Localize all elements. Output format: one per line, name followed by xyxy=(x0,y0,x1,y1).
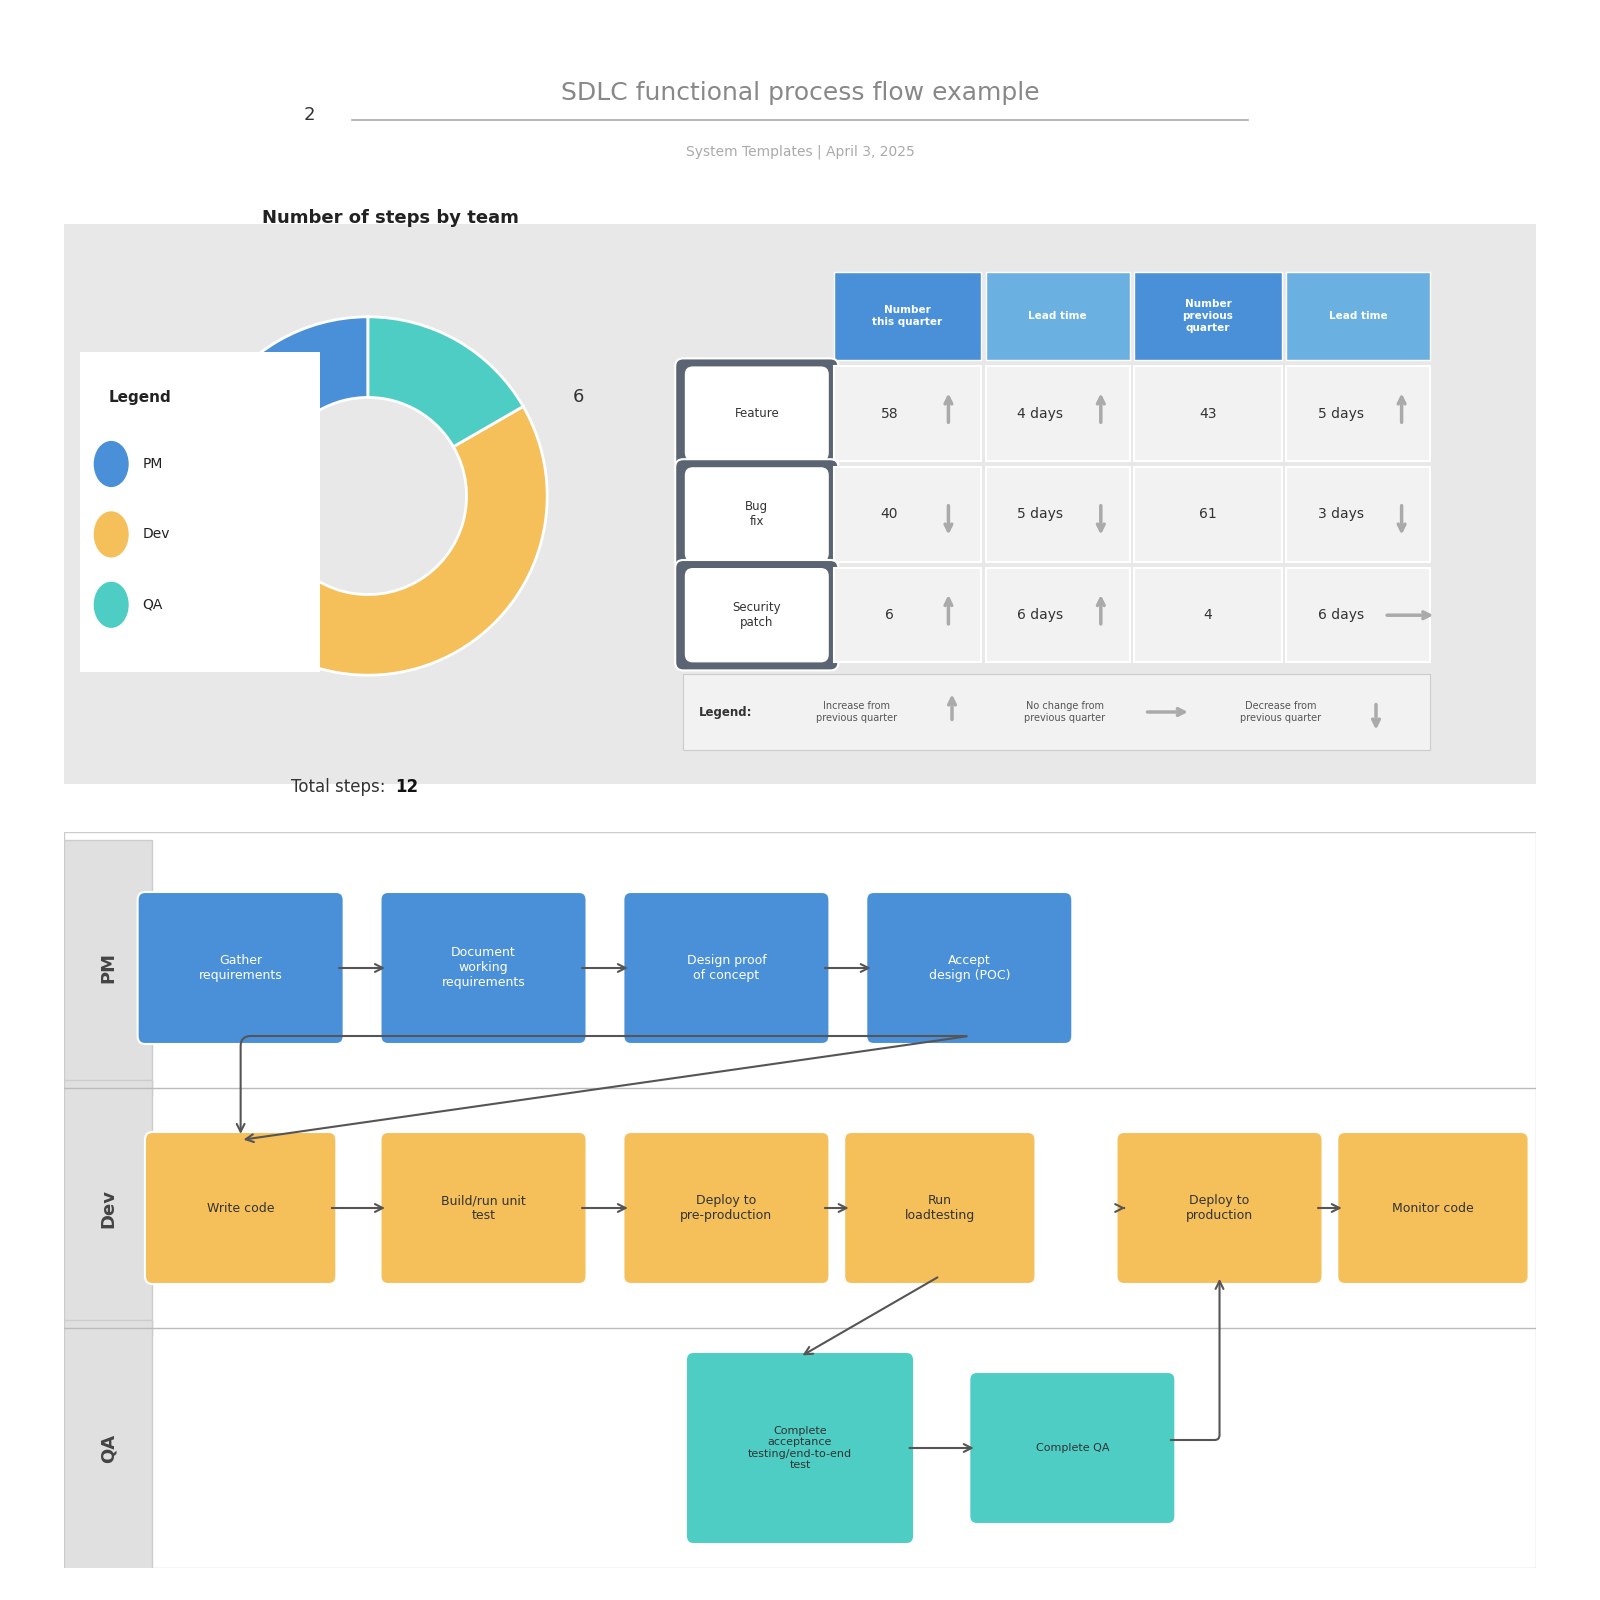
FancyBboxPatch shape xyxy=(986,467,1130,562)
Text: Design proof
of concept: Design proof of concept xyxy=(686,954,766,982)
Wedge shape xyxy=(368,317,523,446)
Text: Dev: Dev xyxy=(99,1189,117,1227)
FancyBboxPatch shape xyxy=(675,560,838,670)
Text: Lead time: Lead time xyxy=(1029,310,1086,322)
Text: 4: 4 xyxy=(192,586,203,603)
Text: Complete
acceptance
testing/end-to-end
test: Complete acceptance testing/end-to-end t… xyxy=(747,1426,853,1470)
Text: 40: 40 xyxy=(880,507,898,522)
Text: QA: QA xyxy=(99,1434,117,1462)
Text: Feature: Feature xyxy=(734,406,779,421)
Text: Legend:: Legend: xyxy=(699,706,752,718)
FancyBboxPatch shape xyxy=(146,1133,336,1283)
FancyBboxPatch shape xyxy=(834,366,981,461)
FancyBboxPatch shape xyxy=(866,891,1072,1043)
FancyBboxPatch shape xyxy=(970,1371,1176,1523)
FancyBboxPatch shape xyxy=(381,1133,587,1283)
FancyBboxPatch shape xyxy=(675,459,838,570)
Text: 6 days: 6 days xyxy=(1018,608,1064,622)
Text: Complete QA: Complete QA xyxy=(1035,1443,1109,1453)
FancyBboxPatch shape xyxy=(845,1133,1035,1283)
Text: Deploy to
production: Deploy to production xyxy=(1186,1194,1253,1222)
Circle shape xyxy=(94,512,128,557)
FancyBboxPatch shape xyxy=(64,832,1536,1568)
FancyBboxPatch shape xyxy=(1134,568,1282,662)
Text: 4 days: 4 days xyxy=(1018,406,1064,421)
FancyBboxPatch shape xyxy=(1286,272,1430,360)
FancyBboxPatch shape xyxy=(381,891,587,1043)
FancyBboxPatch shape xyxy=(1286,366,1430,461)
FancyBboxPatch shape xyxy=(685,366,829,461)
FancyBboxPatch shape xyxy=(1134,467,1282,562)
FancyBboxPatch shape xyxy=(64,840,152,1096)
Text: Number
previous
quarter: Number previous quarter xyxy=(1182,299,1234,333)
FancyBboxPatch shape xyxy=(64,1080,152,1336)
FancyBboxPatch shape xyxy=(675,358,838,469)
Text: PM: PM xyxy=(142,458,163,470)
Text: Bug
fix: Bug fix xyxy=(746,501,768,528)
FancyBboxPatch shape xyxy=(1117,1133,1323,1283)
Text: 12: 12 xyxy=(395,778,418,797)
Text: 5 days: 5 days xyxy=(1018,507,1064,522)
FancyBboxPatch shape xyxy=(1338,1133,1528,1283)
Text: 4: 4 xyxy=(1203,608,1213,622)
FancyBboxPatch shape xyxy=(683,674,1430,750)
FancyBboxPatch shape xyxy=(986,366,1130,461)
FancyBboxPatch shape xyxy=(138,891,344,1043)
FancyBboxPatch shape xyxy=(834,272,981,360)
Text: Monitor code: Monitor code xyxy=(1392,1202,1474,1214)
FancyBboxPatch shape xyxy=(64,1320,152,1576)
FancyBboxPatch shape xyxy=(624,1133,829,1283)
Text: PM: PM xyxy=(99,952,117,984)
FancyBboxPatch shape xyxy=(67,336,333,688)
Text: Accept
design (POC): Accept design (POC) xyxy=(928,954,1010,982)
FancyBboxPatch shape xyxy=(50,219,1550,790)
Circle shape xyxy=(94,442,128,486)
Text: Gather
requirements: Gather requirements xyxy=(198,954,283,982)
Text: Decrease from
previous quarter: Decrease from previous quarter xyxy=(1240,701,1322,723)
Text: 43: 43 xyxy=(1200,406,1216,421)
FancyBboxPatch shape xyxy=(686,1352,914,1544)
FancyBboxPatch shape xyxy=(1134,272,1282,360)
Text: Deploy to
pre-production: Deploy to pre-production xyxy=(680,1194,773,1222)
FancyBboxPatch shape xyxy=(685,467,829,562)
FancyBboxPatch shape xyxy=(685,568,829,662)
Text: Number of steps by team: Number of steps by team xyxy=(262,210,518,227)
Text: 58: 58 xyxy=(880,406,898,421)
Text: Dev: Dev xyxy=(142,528,170,541)
Text: 5 days: 5 days xyxy=(1318,406,1365,421)
FancyBboxPatch shape xyxy=(624,891,829,1043)
Text: Document
working
requirements: Document working requirements xyxy=(442,947,525,989)
Text: QA: QA xyxy=(142,598,163,611)
Wedge shape xyxy=(189,317,368,586)
Text: SDLC functional process flow example: SDLC functional process flow example xyxy=(560,80,1040,106)
FancyBboxPatch shape xyxy=(834,568,981,662)
Text: Total steps:: Total steps: xyxy=(291,778,390,797)
FancyBboxPatch shape xyxy=(834,467,981,562)
Text: 6: 6 xyxy=(573,389,584,406)
FancyBboxPatch shape xyxy=(986,272,1130,360)
FancyBboxPatch shape xyxy=(1286,467,1430,562)
Text: 61: 61 xyxy=(1198,507,1218,522)
FancyBboxPatch shape xyxy=(1134,366,1282,461)
Text: Security
patch: Security patch xyxy=(733,602,781,629)
FancyBboxPatch shape xyxy=(986,568,1130,662)
Text: Lead time: Lead time xyxy=(1330,310,1387,322)
Circle shape xyxy=(94,582,128,627)
Text: Build/run unit
test: Build/run unit test xyxy=(442,1194,526,1222)
Text: 6: 6 xyxy=(885,608,894,622)
Text: Legend: Legend xyxy=(109,390,171,405)
Text: No change from
previous quarter: No change from previous quarter xyxy=(1024,701,1106,723)
Text: Run
loadtesting: Run loadtesting xyxy=(904,1194,974,1222)
Text: 3 days: 3 days xyxy=(1318,507,1365,522)
Text: Increase from
previous quarter: Increase from previous quarter xyxy=(816,701,898,723)
Text: 6 days: 6 days xyxy=(1318,608,1365,622)
Wedge shape xyxy=(213,406,547,675)
Text: Write code: Write code xyxy=(206,1202,274,1214)
FancyBboxPatch shape xyxy=(1286,568,1430,662)
Text: System Templates | April 3, 2025: System Templates | April 3, 2025 xyxy=(686,144,914,160)
Text: Number
this quarter: Number this quarter xyxy=(872,306,942,326)
Text: 2: 2 xyxy=(304,106,315,125)
